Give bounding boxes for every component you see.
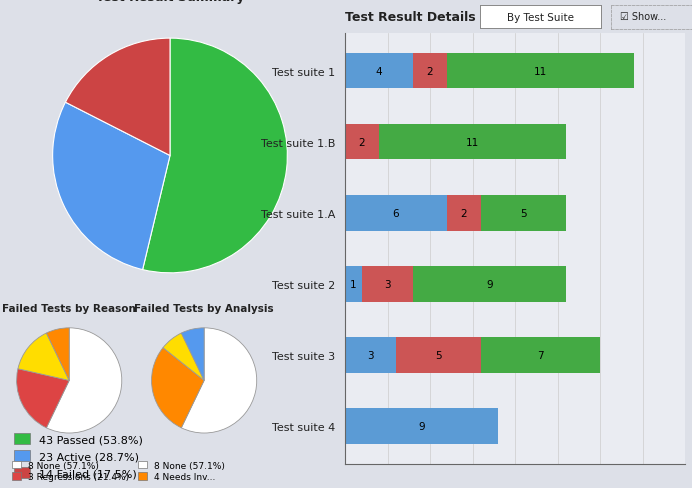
Bar <box>362 266 413 302</box>
Title: Failed Tests by Reason: Failed Tests by Reason <box>2 303 136 313</box>
Text: 2: 2 <box>461 208 467 218</box>
Wedge shape <box>152 348 204 428</box>
Bar <box>379 124 566 160</box>
Text: 5: 5 <box>520 208 527 218</box>
Bar <box>345 54 413 89</box>
Text: 7: 7 <box>537 350 544 360</box>
Text: 2: 2 <box>358 138 365 147</box>
Text: 1: 1 <box>350 280 357 289</box>
Text: 4: 4 <box>376 66 382 77</box>
Text: 5: 5 <box>435 350 441 360</box>
Bar <box>413 266 566 302</box>
Bar <box>481 338 600 373</box>
Bar <box>447 54 634 89</box>
Bar <box>413 54 447 89</box>
Wedge shape <box>46 328 69 381</box>
Bar <box>447 196 481 231</box>
Wedge shape <box>17 369 69 428</box>
Wedge shape <box>143 39 287 273</box>
Bar <box>481 196 566 231</box>
Text: 9: 9 <box>418 421 425 431</box>
Wedge shape <box>163 333 204 381</box>
Bar <box>345 266 362 302</box>
Wedge shape <box>66 39 170 156</box>
Text: By Test Suite: By Test Suite <box>507 13 574 22</box>
Wedge shape <box>181 328 257 433</box>
Legend: 8 None (57.1%), 3 Regressions (21.4%), 8 None (57.1%), 4 Needs Inv...: 8 None (57.1%), 3 Regressions (21.4%), 8… <box>8 457 229 485</box>
Text: 3: 3 <box>384 280 391 289</box>
Wedge shape <box>46 328 122 433</box>
Bar <box>345 338 396 373</box>
Text: 6: 6 <box>392 208 399 218</box>
Text: 11: 11 <box>466 138 479 147</box>
Bar <box>345 196 447 231</box>
Legend: 43 Passed (53.8%), 23 Active (28.7%), 14 Failed (17.5%): 43 Passed (53.8%), 23 Active (28.7%), 14… <box>14 433 143 479</box>
Text: 3: 3 <box>367 350 374 360</box>
Bar <box>396 338 481 373</box>
Title: Failed Tests by Analysis: Failed Tests by Analysis <box>134 303 274 313</box>
Wedge shape <box>18 333 69 381</box>
Bar <box>345 124 379 160</box>
Text: 9: 9 <box>486 280 493 289</box>
Bar <box>345 408 498 444</box>
Wedge shape <box>53 103 170 270</box>
Text: ☑ Show...: ☑ Show... <box>620 12 666 22</box>
Text: Test Result Details: Test Result Details <box>345 11 475 23</box>
Title: Test Result Summary: Test Result Summary <box>95 0 244 4</box>
Text: 11: 11 <box>534 66 547 77</box>
Wedge shape <box>181 328 204 381</box>
Text: 2: 2 <box>427 66 433 77</box>
